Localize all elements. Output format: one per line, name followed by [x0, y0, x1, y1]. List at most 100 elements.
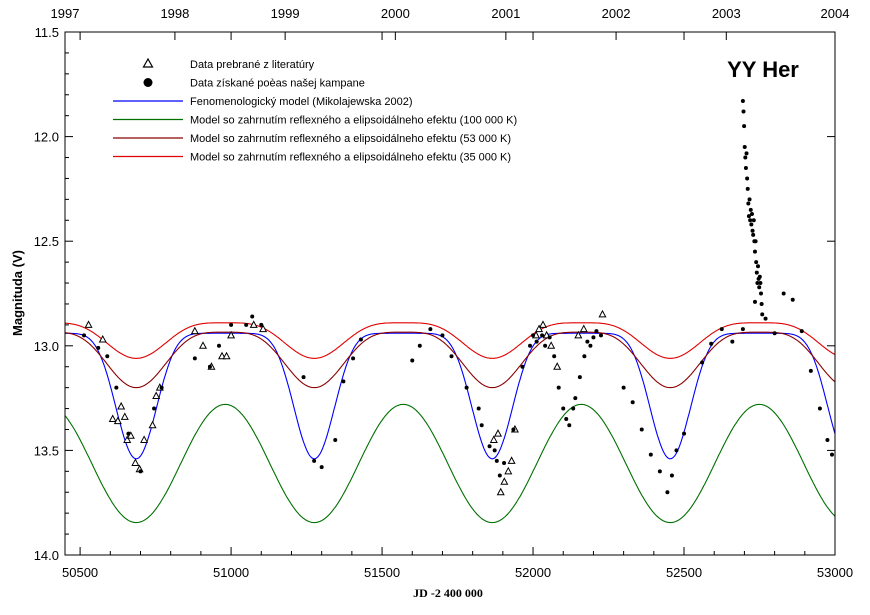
- model-curves: [64, 322, 836, 524]
- campaign-point: [476, 406, 481, 411]
- x-tick-label: 51500: [364, 565, 400, 580]
- outburst-point: [742, 145, 747, 150]
- y-tick-label: 11.5: [35, 25, 59, 40]
- outburst-point: [741, 109, 746, 114]
- literature-point: [152, 391, 161, 400]
- campaign-point: [229, 322, 234, 327]
- y-tick-label: 13.5: [34, 443, 59, 458]
- literature-point: [84, 320, 93, 328]
- literature-point: [222, 351, 231, 360]
- axes: 50500 51000 51500 52000 52500 53000 11.5 12.0 12…: [34, 6, 853, 580]
- outburst-point: [753, 239, 758, 244]
- campaign-point: [358, 337, 363, 342]
- legend-label: Data prebrané z literatúry: [190, 59, 315, 71]
- chart-title: YY Her: [727, 57, 799, 82]
- campaign-point: [752, 299, 757, 304]
- campaign-point: [665, 490, 670, 495]
- outburst-point: [759, 301, 764, 306]
- legend-label: Model so zahrnutím reflexného a elipsoid…: [190, 115, 517, 127]
- campaign-point: [126, 431, 131, 436]
- y-tick-label: 13.0: [34, 339, 59, 354]
- model-curve: [65, 332, 836, 460]
- campaign-point: [417, 343, 422, 348]
- literature-point: [227, 330, 236, 339]
- campaign-point: [630, 400, 635, 405]
- campaign-point: [114, 385, 119, 390]
- campaign-point: [808, 368, 813, 373]
- x-tick-label: 53000: [817, 565, 853, 580]
- outburst-point: [758, 281, 763, 286]
- campaign-point: [250, 314, 255, 319]
- x-tick-label: 52500: [666, 565, 702, 580]
- literature-point: [598, 309, 607, 318]
- campaign-point: [621, 385, 626, 390]
- literature-point: [493, 429, 503, 437]
- campaign-point: [105, 354, 110, 359]
- campaign-point: [567, 423, 572, 428]
- campaign-point: [829, 452, 834, 457]
- year-tick-label: 2003: [712, 6, 741, 21]
- literature-point: [259, 324, 268, 333]
- campaign-point: [410, 358, 415, 363]
- campaign-point: [497, 473, 502, 478]
- literature-point: [489, 435, 498, 443]
- campaign-point: [301, 375, 306, 380]
- campaign-point: [674, 448, 679, 453]
- literature-point: [131, 458, 140, 466]
- outburst-point: [755, 281, 760, 286]
- literature-point: [535, 324, 544, 333]
- outburst-point: [740, 99, 745, 104]
- campaign-point: [639, 427, 644, 432]
- campaign-point: [428, 327, 433, 332]
- campaign-point: [494, 458, 499, 463]
- campaign-point: [585, 339, 590, 344]
- campaign-point: [700, 360, 705, 365]
- campaign-point: [511, 427, 516, 432]
- outburst-point: [748, 218, 753, 223]
- campaign-point: [582, 354, 587, 359]
- y-tick-label: 12.0: [34, 130, 59, 145]
- campaign-point: [159, 385, 164, 390]
- literature-point: [198, 341, 208, 349]
- legend-label: Fenomenologický model (Mikolajewska 2002…: [190, 96, 413, 108]
- literature-point: [108, 414, 117, 423]
- x-tick-label: 51000: [213, 565, 249, 580]
- campaign-point: [561, 406, 566, 411]
- literature-point: [148, 420, 157, 429]
- legend-circle-marker: [143, 78, 153, 87]
- campaign-point: [657, 469, 662, 474]
- literature-point: [98, 334, 107, 343]
- campaign-point: [96, 345, 101, 350]
- campaign-point: [588, 343, 593, 348]
- campaign-point: [709, 341, 714, 346]
- campaign-point: [351, 356, 356, 361]
- campaign-point: [449, 354, 454, 359]
- campaign-point: [817, 406, 822, 411]
- campaign-point: [577, 375, 582, 380]
- literature-point: [113, 416, 122, 425]
- literature-point: [553, 362, 562, 370]
- outburst-point: [745, 176, 750, 181]
- campaign-point: [528, 343, 533, 348]
- campaign-point: [547, 335, 552, 340]
- outburst-point: [754, 270, 759, 275]
- campaign-point: [598, 333, 603, 338]
- outburst-point: [742, 124, 747, 129]
- campaign-point: [138, 469, 143, 474]
- legend-label: Model so zahrnutím reflexného a elipsoid…: [190, 133, 511, 145]
- literature-point: [547, 341, 556, 349]
- outburst-point: [749, 212, 754, 217]
- campaign-point: [217, 343, 221, 348]
- x-tick-label: 50500: [62, 565, 98, 580]
- campaign-point: [534, 339, 539, 344]
- literature-point: [579, 324, 588, 333]
- outburst-point: [745, 186, 750, 191]
- campaign-point: [556, 385, 561, 390]
- outburst-point: [749, 222, 754, 227]
- campaign-point: [82, 333, 87, 338]
- year-tick-label: 2004: [821, 6, 850, 21]
- literature-point: [117, 401, 126, 410]
- outburst-point: [751, 232, 756, 237]
- campaign-point: [464, 385, 469, 390]
- literature-point: [574, 330, 583, 339]
